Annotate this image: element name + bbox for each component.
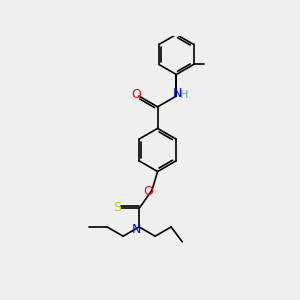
Text: O: O: [132, 88, 142, 101]
Text: H: H: [180, 90, 188, 100]
Text: O: O: [143, 185, 153, 198]
Text: S: S: [113, 201, 121, 214]
Text: N: N: [132, 223, 142, 236]
Text: N: N: [172, 87, 182, 100]
